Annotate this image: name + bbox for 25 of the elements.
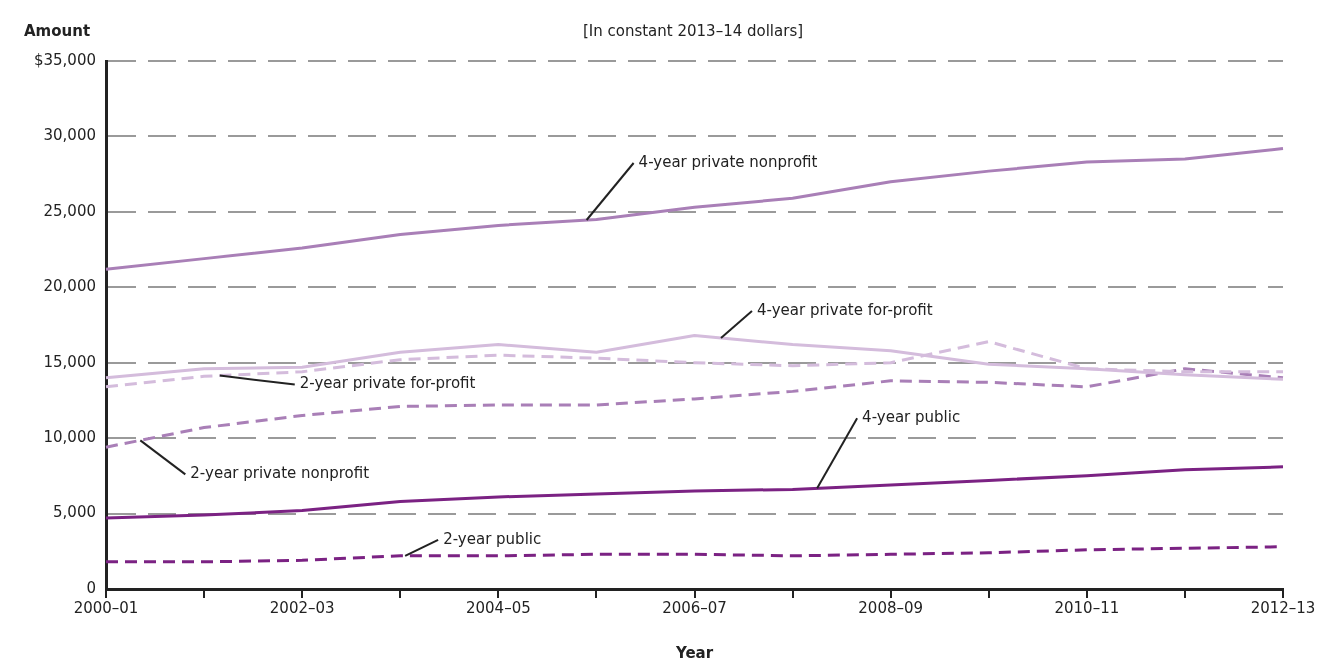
x-tick-label: 2004–05 bbox=[465, 598, 531, 617]
line-series bbox=[104, 367, 1285, 449]
series-label: 4-year private for-profit bbox=[756, 300, 933, 319]
y-tick-label: 0 bbox=[86, 578, 96, 597]
y-axis-title: Amount bbox=[24, 21, 91, 40]
x-tick-label: 2006–07 bbox=[662, 598, 727, 617]
x-tick-label: 2012–13 bbox=[1250, 598, 1316, 617]
series-label: 2-year private for-profit bbox=[299, 374, 476, 393]
y-tick-label: 15,000 bbox=[43, 352, 96, 371]
x-tick-label: 2008–09 bbox=[858, 598, 924, 617]
y-tick-label: 10,000 bbox=[43, 428, 96, 447]
x-tick-label: 2002–03 bbox=[269, 598, 335, 617]
series-label: 2-year public bbox=[443, 529, 542, 548]
y-tick-label: 25,000 bbox=[43, 201, 96, 220]
y-tick-label: 30,000 bbox=[43, 126, 96, 145]
series-label: 4-year private nonprofit bbox=[638, 152, 818, 171]
y-tick-label: 5,000 bbox=[53, 503, 96, 522]
text: 4-year public bbox=[862, 408, 961, 427]
text: 2-year private nonprofit bbox=[190, 464, 370, 483]
y-tick-label: 20,000 bbox=[43, 277, 96, 296]
x-tick-label: 2010–11 bbox=[1054, 598, 1120, 617]
y-tick-label: $35,000 bbox=[33, 50, 96, 69]
chart-subtitle: [In constant 2013–14 dollars] bbox=[582, 21, 804, 40]
x-tick-label: 2000–01 bbox=[73, 598, 139, 617]
x-axis-title: Year bbox=[674, 643, 714, 662]
